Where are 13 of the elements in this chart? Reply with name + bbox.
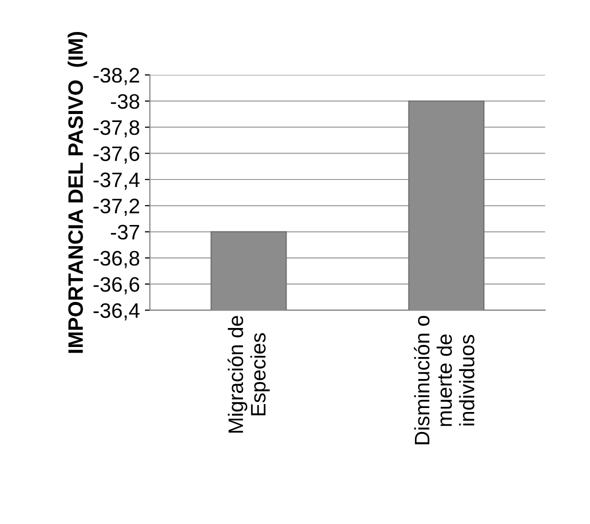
y-tick-label: -37,6: [94, 146, 140, 164]
y-tick-label: -37: [110, 224, 140, 240]
y-tick-label: -37,8: [94, 120, 140, 138]
y-tick-label: -38: [110, 94, 140, 109]
x-tick-label: Disminución o muerte de individuos: [414, 316, 474, 444]
y-tick-label: -36,8: [94, 250, 140, 268]
y-tick-label: -36,4: [94, 303, 140, 320]
y-axis-title: IMPORTANCIA DEL PASIVO (IM): [68, 32, 88, 353]
y-tick-label: -38,2: [94, 68, 140, 86]
y-tick-label: -37,4: [94, 172, 140, 190]
y-tick-label: -36,6: [94, 277, 140, 294]
x-tick-label: Migración de Especies: [228, 316, 270, 433]
y-tick-label: -37,2: [94, 198, 140, 216]
